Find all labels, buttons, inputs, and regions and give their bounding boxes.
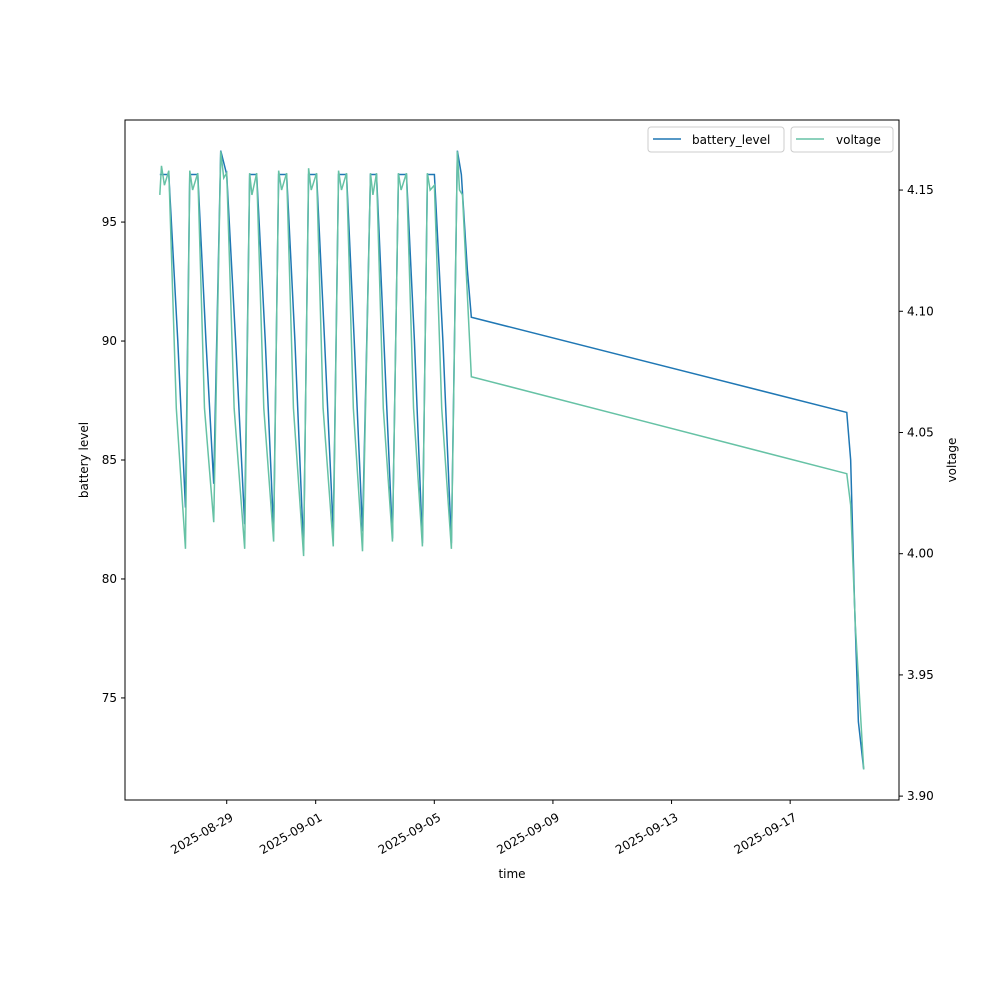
left-y-tick-label: 80: [102, 572, 117, 586]
x-tick-label: 2025-09-13: [613, 810, 680, 857]
x-tick-label: 2025-09-01: [257, 810, 324, 857]
right-axis-label: voltage: [945, 438, 959, 483]
right-y-tick-label: 4.10: [907, 304, 934, 318]
left-y-tick-label: 95: [102, 215, 117, 229]
x-tick-label: 2025-09-17: [732, 810, 799, 857]
x-tick-label: 2025-08-29: [168, 810, 235, 857]
legend-voltage-label: voltage: [836, 133, 881, 147]
left-y-tick-label: 90: [102, 334, 117, 348]
right-y-tick-label: 4.05: [907, 425, 934, 439]
series-line-voltage: [159, 151, 865, 770]
right-y-tick-label: 3.90: [907, 789, 934, 803]
left-y-tick-label: 75: [102, 691, 117, 705]
x-tick-label: 2025-09-05: [376, 810, 443, 857]
legend-voltage: voltage: [790, 126, 894, 153]
legend-battery-label: battery_level: [692, 133, 770, 147]
series-line-battery-level: [159, 150, 865, 770]
x-tick-label: 2025-09-09: [494, 810, 561, 857]
right-y-tick-label: 4.00: [907, 547, 934, 561]
left-y-tick-label: 85: [102, 453, 117, 467]
left-axis-label: battery level: [77, 422, 91, 498]
right-y-tick-label: 4.15: [907, 183, 934, 197]
right-y-tick-label: 3.95: [907, 668, 934, 682]
x-axis-label: time: [498, 867, 525, 881]
legend-battery: battery_level: [647, 126, 785, 153]
plot-area: [159, 150, 865, 770]
